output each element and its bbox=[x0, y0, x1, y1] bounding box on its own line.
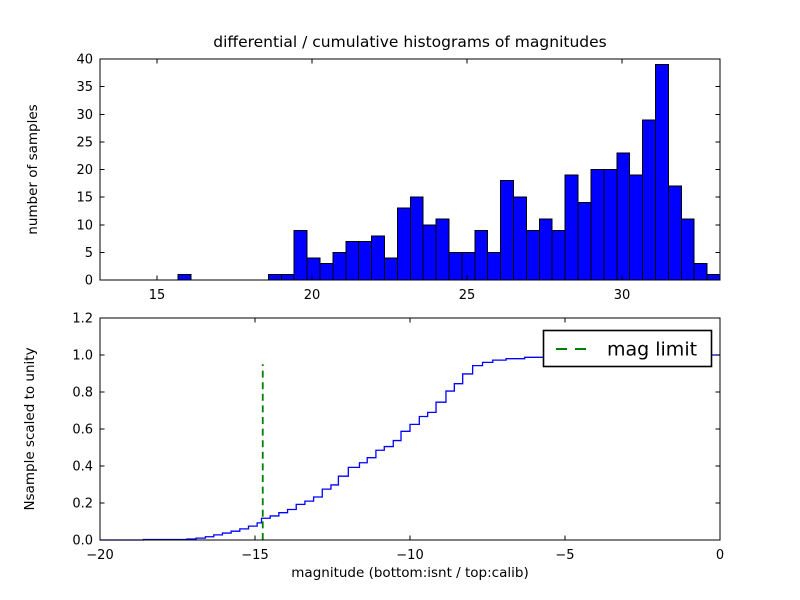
histogram-bar bbox=[306, 257, 321, 281]
histogram-bar bbox=[280, 273, 295, 281]
histogram-bar bbox=[396, 207, 411, 281]
histogram-bar bbox=[267, 273, 282, 281]
histogram-bar bbox=[706, 273, 721, 281]
y-tick-label: 15 bbox=[76, 191, 93, 206]
legend-label: mag limit bbox=[607, 339, 697, 361]
histogram-bar bbox=[293, 229, 308, 281]
y-tick-label: 0.6 bbox=[72, 423, 93, 438]
histogram-bar bbox=[525, 229, 540, 281]
legend-box bbox=[542, 329, 713, 368]
x-tick-label: −15 bbox=[241, 548, 268, 563]
histogram-bar bbox=[590, 169, 605, 281]
histogram-bar bbox=[564, 174, 579, 281]
y-tick-label: 5 bbox=[85, 246, 93, 261]
histogram-bar bbox=[358, 240, 373, 281]
histogram-bar bbox=[513, 196, 527, 281]
histogram-bar bbox=[383, 257, 398, 281]
y-tick-label: 1.0 bbox=[72, 349, 93, 364]
histogram-bar bbox=[332, 251, 347, 281]
histogram-bar bbox=[345, 240, 360, 281]
top-histogram-group: 15 20 25 30 0 5 10 15 20 25 30 35 40 bbox=[76, 53, 721, 303]
histogram-bar bbox=[551, 229, 566, 281]
y-tick-label: 10 bbox=[76, 218, 93, 233]
histogram-bar bbox=[371, 235, 385, 281]
y-tick-label: 20 bbox=[76, 163, 93, 178]
y-tick-label: 0.4 bbox=[72, 460, 93, 475]
histogram-bar bbox=[654, 64, 669, 281]
histogram-bar bbox=[319, 262, 334, 281]
y-tick-label: 40 bbox=[76, 53, 93, 68]
y-tick-label: 1.2 bbox=[72, 312, 93, 327]
histogram-bar bbox=[642, 119, 656, 281]
legend: mag limit bbox=[542, 329, 713, 368]
cumulative-step-line bbox=[100, 354, 720, 541]
y-tick-label: 0.0 bbox=[72, 534, 93, 549]
histogram-bar bbox=[461, 251, 476, 281]
x-tick-label: 25 bbox=[459, 288, 476, 303]
x-tick-label: −10 bbox=[396, 548, 423, 563]
cumulative-plot-group: −20 −15 −10 −5 0 0.0 0.2 0.4 0.6 0.8 1.0 1.2 bbox=[72, 312, 724, 564]
y-tick-label: 0.8 bbox=[72, 386, 93, 401]
histogram-bar bbox=[538, 218, 553, 281]
bottom-y-axis-label: Nsample scaled to unity bbox=[22, 347, 38, 510]
x-tick-label: 15 bbox=[149, 288, 166, 303]
histogram-bar bbox=[693, 262, 708, 281]
histogram-bar bbox=[487, 251, 502, 281]
histogram-bar bbox=[629, 174, 644, 281]
histogram-bar bbox=[409, 196, 424, 281]
y-tick-label: 0 bbox=[85, 274, 93, 289]
y-tick-label: 30 bbox=[76, 108, 93, 123]
histogram-bar bbox=[448, 251, 463, 281]
x-tick-label: 0 bbox=[716, 548, 724, 563]
x-tick-label: 30 bbox=[614, 288, 631, 303]
y-tick-label: 35 bbox=[76, 80, 93, 95]
histogram-bar bbox=[474, 229, 489, 281]
y-tick-label: 25 bbox=[76, 135, 93, 150]
histogram-bar bbox=[177, 273, 192, 281]
y-tick-label: 0.2 bbox=[72, 497, 93, 512]
histogram-bar bbox=[435, 218, 450, 281]
histogram-bar bbox=[667, 185, 682, 281]
histogram-bar bbox=[603, 169, 618, 281]
histogram-bar bbox=[500, 180, 515, 281]
histogram-bar bbox=[422, 224, 437, 281]
bottom-x-axis-label: magnitude (bottom:isnt / top:calib) bbox=[291, 565, 528, 581]
x-tick-label: −20 bbox=[86, 548, 113, 563]
histogram-bar bbox=[680, 218, 695, 281]
histogram-bar bbox=[577, 202, 592, 281]
chart-title: differential / cumulative histograms of … bbox=[213, 33, 606, 51]
x-tick-label: 20 bbox=[304, 288, 321, 303]
histogram-bar bbox=[616, 152, 631, 281]
x-tick-label: −5 bbox=[555, 548, 574, 563]
top-y-axis-label: number of samples bbox=[25, 104, 41, 234]
